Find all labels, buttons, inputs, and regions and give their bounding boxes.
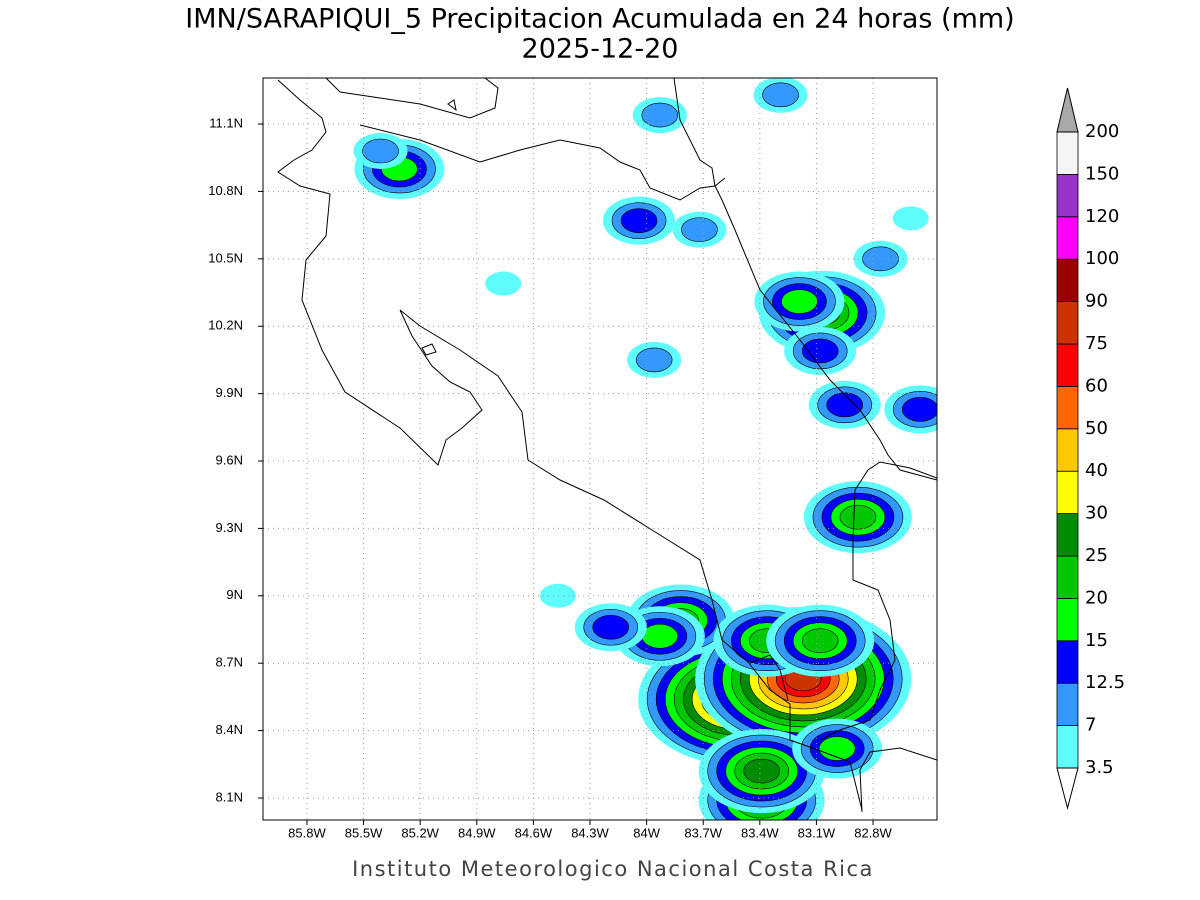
- colorbar-segment: [1056, 258, 1079, 303]
- colorbar-label: 12.5: [1085, 672, 1125, 693]
- y-tick-label: 10.2N: [208, 318, 243, 333]
- colorbar-segment: [1056, 555, 1079, 599]
- precipitation-field: [353, 78, 937, 820]
- x-tick-label: 84W: [633, 825, 660, 840]
- x-tick-label: 85.8W: [288, 825, 326, 840]
- colorbar-over: [1056, 87, 1079, 133]
- colorbar-segment: [1056, 513, 1079, 557]
- footer: Instituto Meteorologico Nacional Costa R…: [352, 857, 874, 881]
- lake-shore: [325, 78, 499, 119]
- colorbar-segment: [1056, 343, 1079, 387]
- y-tick-label: 8.1N: [216, 789, 243, 804]
- y-tick-label: 9.6N: [216, 452, 243, 467]
- island: [447, 99, 457, 112]
- colorbar-segment: [1056, 216, 1079, 260]
- island: [421, 343, 437, 356]
- y-tick-label: 9.3N: [216, 520, 243, 535]
- x-tick-label: 82.8W: [854, 825, 892, 840]
- colorbar-label: 3.5: [1085, 757, 1114, 778]
- rain-contour: [818, 736, 856, 761]
- colorbar-segment: [1056, 131, 1079, 175]
- colorbar-label: 60: [1085, 375, 1108, 396]
- colorbar-label: 20: [1085, 587, 1108, 608]
- y-tick-label: 11.1N: [209, 115, 243, 130]
- colorbar-label: 100: [1085, 248, 1119, 269]
- rain-contour: [743, 758, 781, 784]
- y-tick-label: 10.8N: [208, 183, 243, 198]
- rain-contour: [539, 583, 576, 608]
- colorbar-segment: [1056, 725, 1079, 769]
- colorbar-segment: [1056, 385, 1079, 430]
- y-tick-label: 9.9N: [216, 385, 243, 400]
- map-title: IMN/SARAPIQUI_5 Precipitacion Acumulada …: [185, 4, 1014, 35]
- rain-contour: [892, 206, 929, 231]
- rain-contour: [901, 397, 937, 422]
- map-subtitle: 2025-12-20: [522, 34, 679, 65]
- rain-contour: [641, 623, 679, 649]
- colorbar-label: 90: [1085, 291, 1108, 312]
- coastline: [749, 654, 789, 701]
- rain-contour: [592, 614, 630, 640]
- rain-contour: [801, 628, 839, 654]
- colorbar-label: 120: [1085, 206, 1119, 227]
- rain-contour: [826, 392, 864, 418]
- coastlines: [277, 78, 937, 813]
- rain-contour: [801, 338, 839, 364]
- y-tick-label: 9N: [226, 587, 243, 602]
- rain-contour: [762, 82, 799, 108]
- colorbar-segment: [1056, 598, 1079, 642]
- x-tick-label: 84.6W: [515, 825, 553, 840]
- coastline: [277, 79, 863, 811]
- x-tick-label: 84.9W: [458, 825, 496, 840]
- colorbar-label: 25: [1085, 545, 1108, 566]
- colorbar-label: 200: [1085, 121, 1119, 142]
- colorbar-segment: [1056, 640, 1079, 684]
- plot-frame: [262, 77, 938, 821]
- colorbar-label: 15: [1085, 630, 1108, 651]
- rain-contour: [485, 271, 522, 296]
- x-tick-label: 83.7W: [684, 825, 722, 840]
- rain-contour: [839, 504, 877, 530]
- rain-contour: [641, 102, 679, 128]
- rain-contour: [362, 138, 399, 164]
- colorbar-under: [1056, 767, 1079, 810]
- y-tick-label: 10.5N: [208, 250, 243, 265]
- colorbar-label: 50: [1085, 418, 1108, 439]
- rain-contour: [681, 217, 718, 242]
- colorbar: 3.5 7 12.5 15 20 25 30 40 50 60 75 90 100 120 150 200: [1056, 87, 1125, 810]
- colorbar-label: 40: [1085, 460, 1108, 481]
- colorbar-segment: [1056, 301, 1079, 345]
- x-tick-label: 85.2W: [401, 825, 439, 840]
- colorbar-label: 75: [1085, 333, 1108, 354]
- colorbar-segment: [1056, 428, 1079, 472]
- x-tick-label: 85.5W: [345, 825, 383, 840]
- border: [819, 461, 937, 741]
- colorbar-label: 150: [1085, 163, 1119, 184]
- rain-contour: [620, 208, 658, 233]
- y-tick-label: 8.7N: [216, 655, 243, 670]
- colorbar-segment: [1056, 682, 1079, 727]
- border: [359, 124, 726, 201]
- coastline: [673, 78, 937, 481]
- x-tick-label: 84.3W: [571, 825, 609, 840]
- y-tick-label: 8.4N: [216, 722, 243, 737]
- grid: [258, 78, 937, 825]
- colorbar-label: 30: [1085, 503, 1108, 524]
- rain-contour: [635, 347, 673, 373]
- colorbar-label: 7: [1085, 715, 1096, 736]
- rain-contour: [781, 289, 818, 314]
- colorbar-segment: [1056, 173, 1079, 218]
- x-tick-label: 83.4W: [741, 825, 779, 840]
- colorbar-segment: [1056, 470, 1079, 515]
- x-tick-label: 83.1W: [798, 825, 836, 840]
- coastline: [859, 747, 937, 813]
